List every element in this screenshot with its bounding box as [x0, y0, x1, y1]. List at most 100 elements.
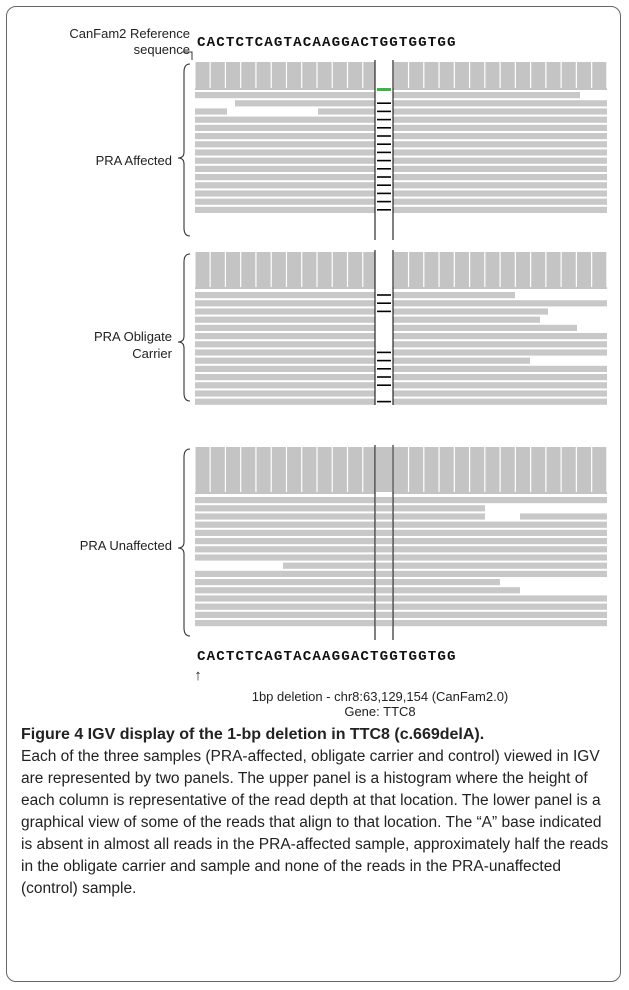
read	[195, 316, 540, 323]
read	[195, 620, 607, 627]
coverage-column	[454, 252, 469, 287]
read	[195, 505, 485, 512]
coverage-column	[302, 252, 317, 287]
coverage-column	[592, 252, 607, 287]
read	[376, 611, 392, 618]
coverage-column	[317, 252, 332, 287]
read	[376, 538, 392, 545]
coverage-column	[515, 62, 531, 88]
coverage-column	[561, 62, 576, 88]
read	[195, 292, 515, 299]
read	[376, 505, 392, 512]
coverage-column	[561, 447, 576, 492]
sample-label-unaffected: PRA Unaffected	[79, 538, 172, 553]
read	[195, 382, 607, 389]
coverage-column	[424, 62, 439, 88]
read	[376, 554, 392, 561]
coverage-column	[500, 62, 515, 88]
read	[195, 349, 607, 356]
coverage-column	[256, 62, 271, 88]
coverage-column	[424, 252, 439, 287]
coverage-column	[393, 252, 408, 287]
read	[195, 149, 607, 156]
read	[195, 157, 607, 164]
read	[195, 133, 607, 140]
read	[195, 579, 500, 586]
coverage-column	[576, 252, 592, 287]
coverage-column	[210, 447, 225, 492]
read	[376, 595, 392, 602]
coverage-column	[500, 447, 515, 492]
figure-frame	[6, 6, 621, 982]
coverage-column	[592, 62, 607, 88]
sample-label-carrier-line1: PRA Obligate	[93, 329, 172, 344]
read	[195, 546, 607, 553]
coverage-column	[454, 62, 469, 88]
deletion-arrow: ↑	[194, 667, 202, 684]
reference-bracket	[182, 51, 193, 60]
coverage-column	[439, 62, 454, 88]
deletion-note: 1bp deletion - chr8:63,129,154 (CanFam2.…	[251, 689, 509, 704]
coverage-column	[302, 62, 317, 88]
coverage-column	[393, 62, 408, 88]
sample-bracket	[177, 448, 191, 637]
sample-label-carrier-line2: Carrier	[132, 346, 172, 361]
read	[376, 521, 392, 528]
coverage-column	[470, 252, 485, 287]
read	[195, 124, 607, 131]
coverage-column	[485, 62, 500, 88]
coverage-column	[241, 62, 256, 88]
coverage-column	[332, 252, 347, 287]
read	[376, 546, 392, 553]
coverage-column	[485, 447, 500, 492]
coverage-column	[531, 62, 546, 88]
coverage-column	[454, 447, 469, 492]
deletion-column	[375, 60, 393, 240]
coverage-column	[226, 447, 241, 492]
sample-label-affected: PRA Affected	[95, 153, 172, 168]
coverage-column	[576, 447, 592, 492]
read	[195, 398, 607, 405]
bottom-reference-sequence: CACTCTCAGTACAAGGACTGGTGGTGG	[197, 649, 457, 665]
coverage-column	[348, 252, 363, 287]
read	[195, 365, 607, 372]
deletion-column	[375, 250, 393, 405]
coverage-column	[515, 447, 531, 492]
coverage-column	[241, 447, 256, 492]
read	[195, 513, 485, 520]
read	[195, 611, 607, 618]
read	[195, 174, 607, 181]
variant-mark	[377, 88, 391, 91]
read	[376, 620, 392, 627]
coverage-column	[470, 62, 485, 88]
coverage-column	[363, 447, 378, 492]
coverage-column	[409, 252, 424, 287]
reference-title: CanFam2 Reference	[69, 26, 190, 41]
read	[195, 538, 607, 545]
coverage-column	[485, 252, 500, 287]
read	[376, 562, 392, 569]
coverage-column	[210, 62, 225, 88]
read	[195, 390, 607, 397]
read	[195, 570, 607, 577]
read	[195, 206, 607, 213]
coverage-column	[271, 252, 286, 287]
coverage-column	[332, 447, 347, 492]
read	[195, 182, 607, 189]
read	[195, 141, 607, 148]
read	[318, 108, 607, 115]
caption-title: Figure 4 IGV display of the 1-bp deletio…	[21, 726, 485, 743]
coverage-column	[439, 252, 454, 287]
read	[195, 308, 548, 315]
read	[195, 333, 607, 340]
coverage-column	[546, 447, 561, 492]
read	[195, 190, 607, 197]
read	[376, 497, 392, 504]
coverage-column	[363, 62, 378, 88]
read	[195, 554, 607, 561]
sample-bracket	[177, 63, 191, 237]
coverage-column	[195, 62, 210, 88]
reference-subtitle: sequence	[133, 42, 190, 57]
coverage-column	[332, 62, 347, 88]
